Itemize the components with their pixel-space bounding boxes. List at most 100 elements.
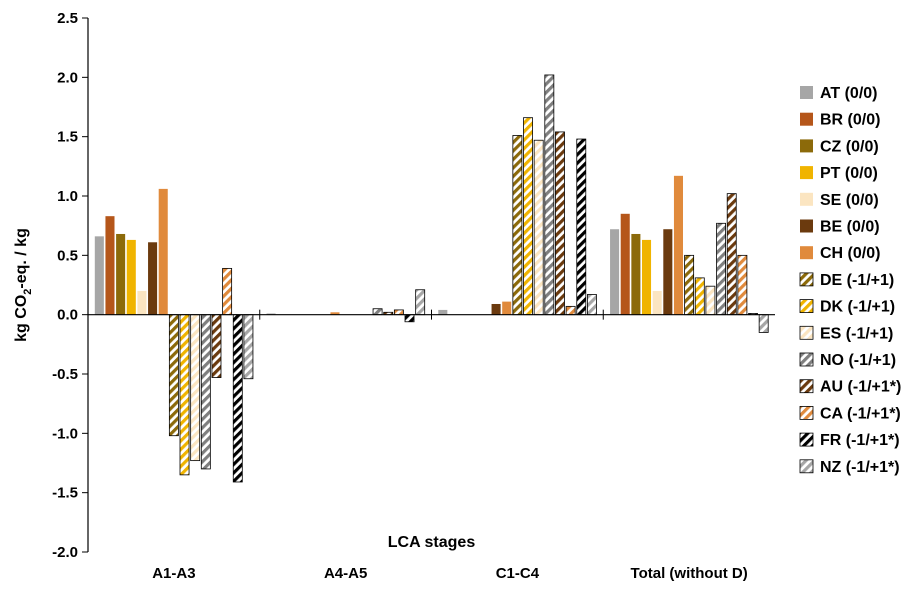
bar bbox=[158, 188, 168, 315]
legend-label: FR (-1/+1*) bbox=[820, 432, 900, 449]
legend-swatch bbox=[800, 246, 813, 260]
legend-swatch bbox=[800, 219, 813, 233]
bar bbox=[211, 314, 222, 378]
bar bbox=[190, 314, 201, 462]
legend-label: NO (-1/+1) bbox=[820, 352, 896, 369]
legend-label: PT (0/0) bbox=[820, 165, 878, 182]
legend-swatch bbox=[799, 272, 814, 287]
bar bbox=[663, 229, 673, 315]
bars-layer bbox=[94, 74, 769, 483]
y-tick-label: 1.0 bbox=[57, 188, 78, 205]
bar bbox=[694, 277, 705, 316]
y-axis-title-main: kg CO bbox=[13, 295, 30, 342]
y-tick-label: -1.0 bbox=[52, 425, 78, 442]
bar bbox=[726, 193, 737, 316]
bar bbox=[243, 314, 254, 380]
legend-label: CA (-1/+1*) bbox=[820, 405, 901, 422]
bar bbox=[576, 138, 587, 316]
bar bbox=[673, 175, 683, 315]
bar bbox=[533, 139, 544, 316]
legend-label: DE (-1/+1) bbox=[820, 272, 894, 289]
bar bbox=[94, 236, 104, 315]
bar bbox=[758, 314, 769, 333]
legend-swatch bbox=[800, 192, 813, 206]
bar bbox=[200, 314, 211, 470]
bar bbox=[587, 294, 597, 316]
legend-swatch bbox=[800, 166, 813, 180]
legend-swatch bbox=[800, 112, 813, 126]
legend-label: CZ (0/0) bbox=[820, 138, 879, 155]
legend-swatch bbox=[799, 379, 814, 394]
bar bbox=[642, 239, 652, 315]
legend-label: AU (-1/+1*) bbox=[820, 379, 901, 396]
legend-swatch bbox=[799, 299, 814, 314]
y-tick-label: 2.5 bbox=[57, 10, 78, 27]
bar bbox=[330, 312, 340, 315]
bar bbox=[168, 314, 179, 437]
y-axis-ticks: -2.0 -1.5 -1.0 -0.5 0.0 0.5 1.0 1.5 2.0 2.5 bbox=[52, 10, 88, 561]
bar bbox=[684, 254, 695, 316]
y-tick-label: 0.5 bbox=[57, 247, 78, 264]
x-axis-category-labels: A1-A3 A4-A5 C1-C4 Total (without D) bbox=[152, 565, 748, 582]
legend-swatch bbox=[799, 459, 814, 474]
x-category-label: A1-A3 bbox=[152, 565, 195, 582]
bar bbox=[415, 289, 426, 316]
bar bbox=[137, 290, 147, 315]
y-axis-title-suffix: -eq. / kg bbox=[13, 228, 30, 288]
bar bbox=[565, 305, 576, 316]
y-tick-label: 1.5 bbox=[57, 129, 78, 146]
bar bbox=[523, 117, 533, 316]
legend-label: NZ (-1/+1*) bbox=[820, 459, 900, 476]
x-category-label: C1-C4 bbox=[496, 565, 540, 582]
legend-label: AT (0/0) bbox=[820, 85, 877, 102]
legend-label: BR (0/0) bbox=[820, 112, 880, 129]
bar bbox=[222, 267, 233, 316]
legend-swatch bbox=[800, 139, 813, 153]
bar bbox=[716, 222, 726, 316]
bar bbox=[148, 242, 158, 315]
bar bbox=[631, 233, 641, 315]
y-tick-label: -2.0 bbox=[52, 544, 78, 561]
bar bbox=[502, 301, 512, 315]
bar bbox=[404, 314, 415, 323]
legend-label: CH (0/0) bbox=[820, 245, 880, 262]
axes-layer bbox=[87, 18, 775, 552]
legend-swatch bbox=[800, 86, 813, 99]
x-axis-title: LCA stages bbox=[388, 534, 476, 551]
bar bbox=[126, 239, 136, 315]
x-category-label: A4-A5 bbox=[324, 565, 367, 582]
bar bbox=[512, 135, 523, 316]
legend-label: DK (-1/+1) bbox=[820, 299, 895, 316]
legend-swatch bbox=[799, 325, 814, 340]
y-axis-title: kg CO2-eq. / kg bbox=[13, 228, 34, 342]
y-tick-label: 2.0 bbox=[57, 69, 78, 86]
bar bbox=[737, 254, 748, 316]
bar bbox=[179, 314, 190, 476]
bar bbox=[232, 314, 243, 483]
bar bbox=[620, 213, 630, 315]
legend-swatch bbox=[799, 405, 814, 420]
y-tick-label: -0.5 bbox=[52, 366, 78, 383]
bar bbox=[393, 309, 404, 316]
y-axis-title-subscript: 2 bbox=[22, 289, 34, 295]
y-tick-label: -1.5 bbox=[52, 485, 78, 502]
legend-swatch bbox=[799, 432, 814, 447]
legend: AT (0/0) BR (0/0) CZ (0/0) PT (0/0) SE (0/0)… bbox=[799, 85, 901, 476]
legend-label: SE (0/0) bbox=[820, 192, 879, 209]
bar bbox=[105, 216, 115, 315]
bar bbox=[705, 285, 716, 316]
bar bbox=[438, 309, 448, 315]
bar bbox=[491, 303, 501, 315]
legend-swatch bbox=[799, 352, 814, 367]
legend-label: BE (0/0) bbox=[820, 219, 880, 236]
bar bbox=[610, 229, 620, 315]
bar bbox=[372, 308, 383, 316]
y-tick-label: 0.0 bbox=[57, 307, 78, 324]
bar bbox=[544, 74, 555, 316]
x-category-label: Total (without D) bbox=[631, 565, 748, 582]
bar bbox=[652, 290, 662, 315]
bar bbox=[555, 131, 565, 316]
legend-label: ES (-1/+1) bbox=[820, 325, 893, 342]
